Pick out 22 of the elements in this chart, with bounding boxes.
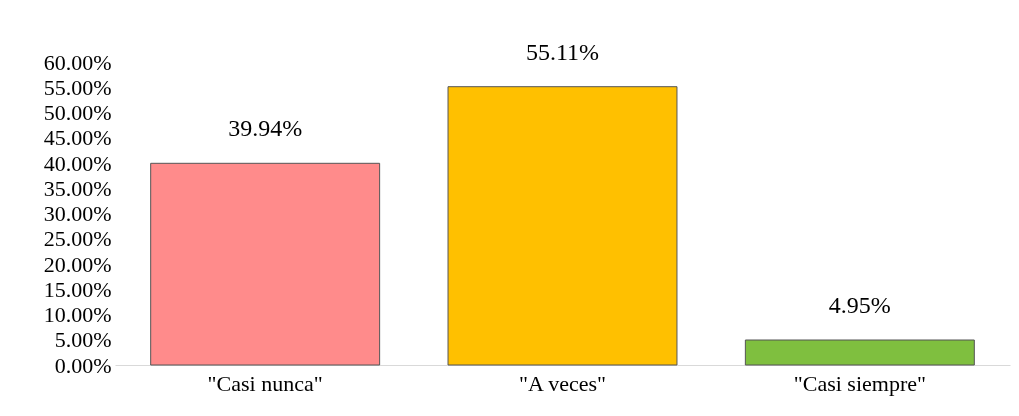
y-tick-label: 15.00% xyxy=(43,276,112,302)
y-tick-label: 20.00% xyxy=(43,251,112,277)
y-tick-label: 40.00% xyxy=(43,150,112,176)
x-tick-label: "A veces" xyxy=(519,370,606,396)
data-label: 4.95% xyxy=(828,292,891,318)
y-tick-label: 25.00% xyxy=(43,226,112,252)
data-label: 55.11% xyxy=(525,38,600,65)
y-tick-label: 60.00% xyxy=(43,49,112,75)
x-tick-label: "Casi nunca" xyxy=(207,370,323,396)
y-tick-label: 35.00% xyxy=(43,175,112,201)
y-tick-label: 45.00% xyxy=(43,125,112,151)
y-tick-label: 55.00% xyxy=(43,74,112,100)
data-label: 39.94% xyxy=(228,115,303,142)
bar xyxy=(447,86,678,366)
y-tick-label: 5.00% xyxy=(54,327,112,353)
bar xyxy=(150,162,381,366)
y-tick-label: 0.00% xyxy=(54,352,112,378)
y-tick-label: 10.00% xyxy=(43,302,112,327)
y-tick-label: 30.00% xyxy=(43,201,112,226)
y-tick-label: 50.00% xyxy=(43,100,112,125)
x-tick-label: "Casi siempre" xyxy=(793,370,926,396)
bar xyxy=(744,339,975,366)
